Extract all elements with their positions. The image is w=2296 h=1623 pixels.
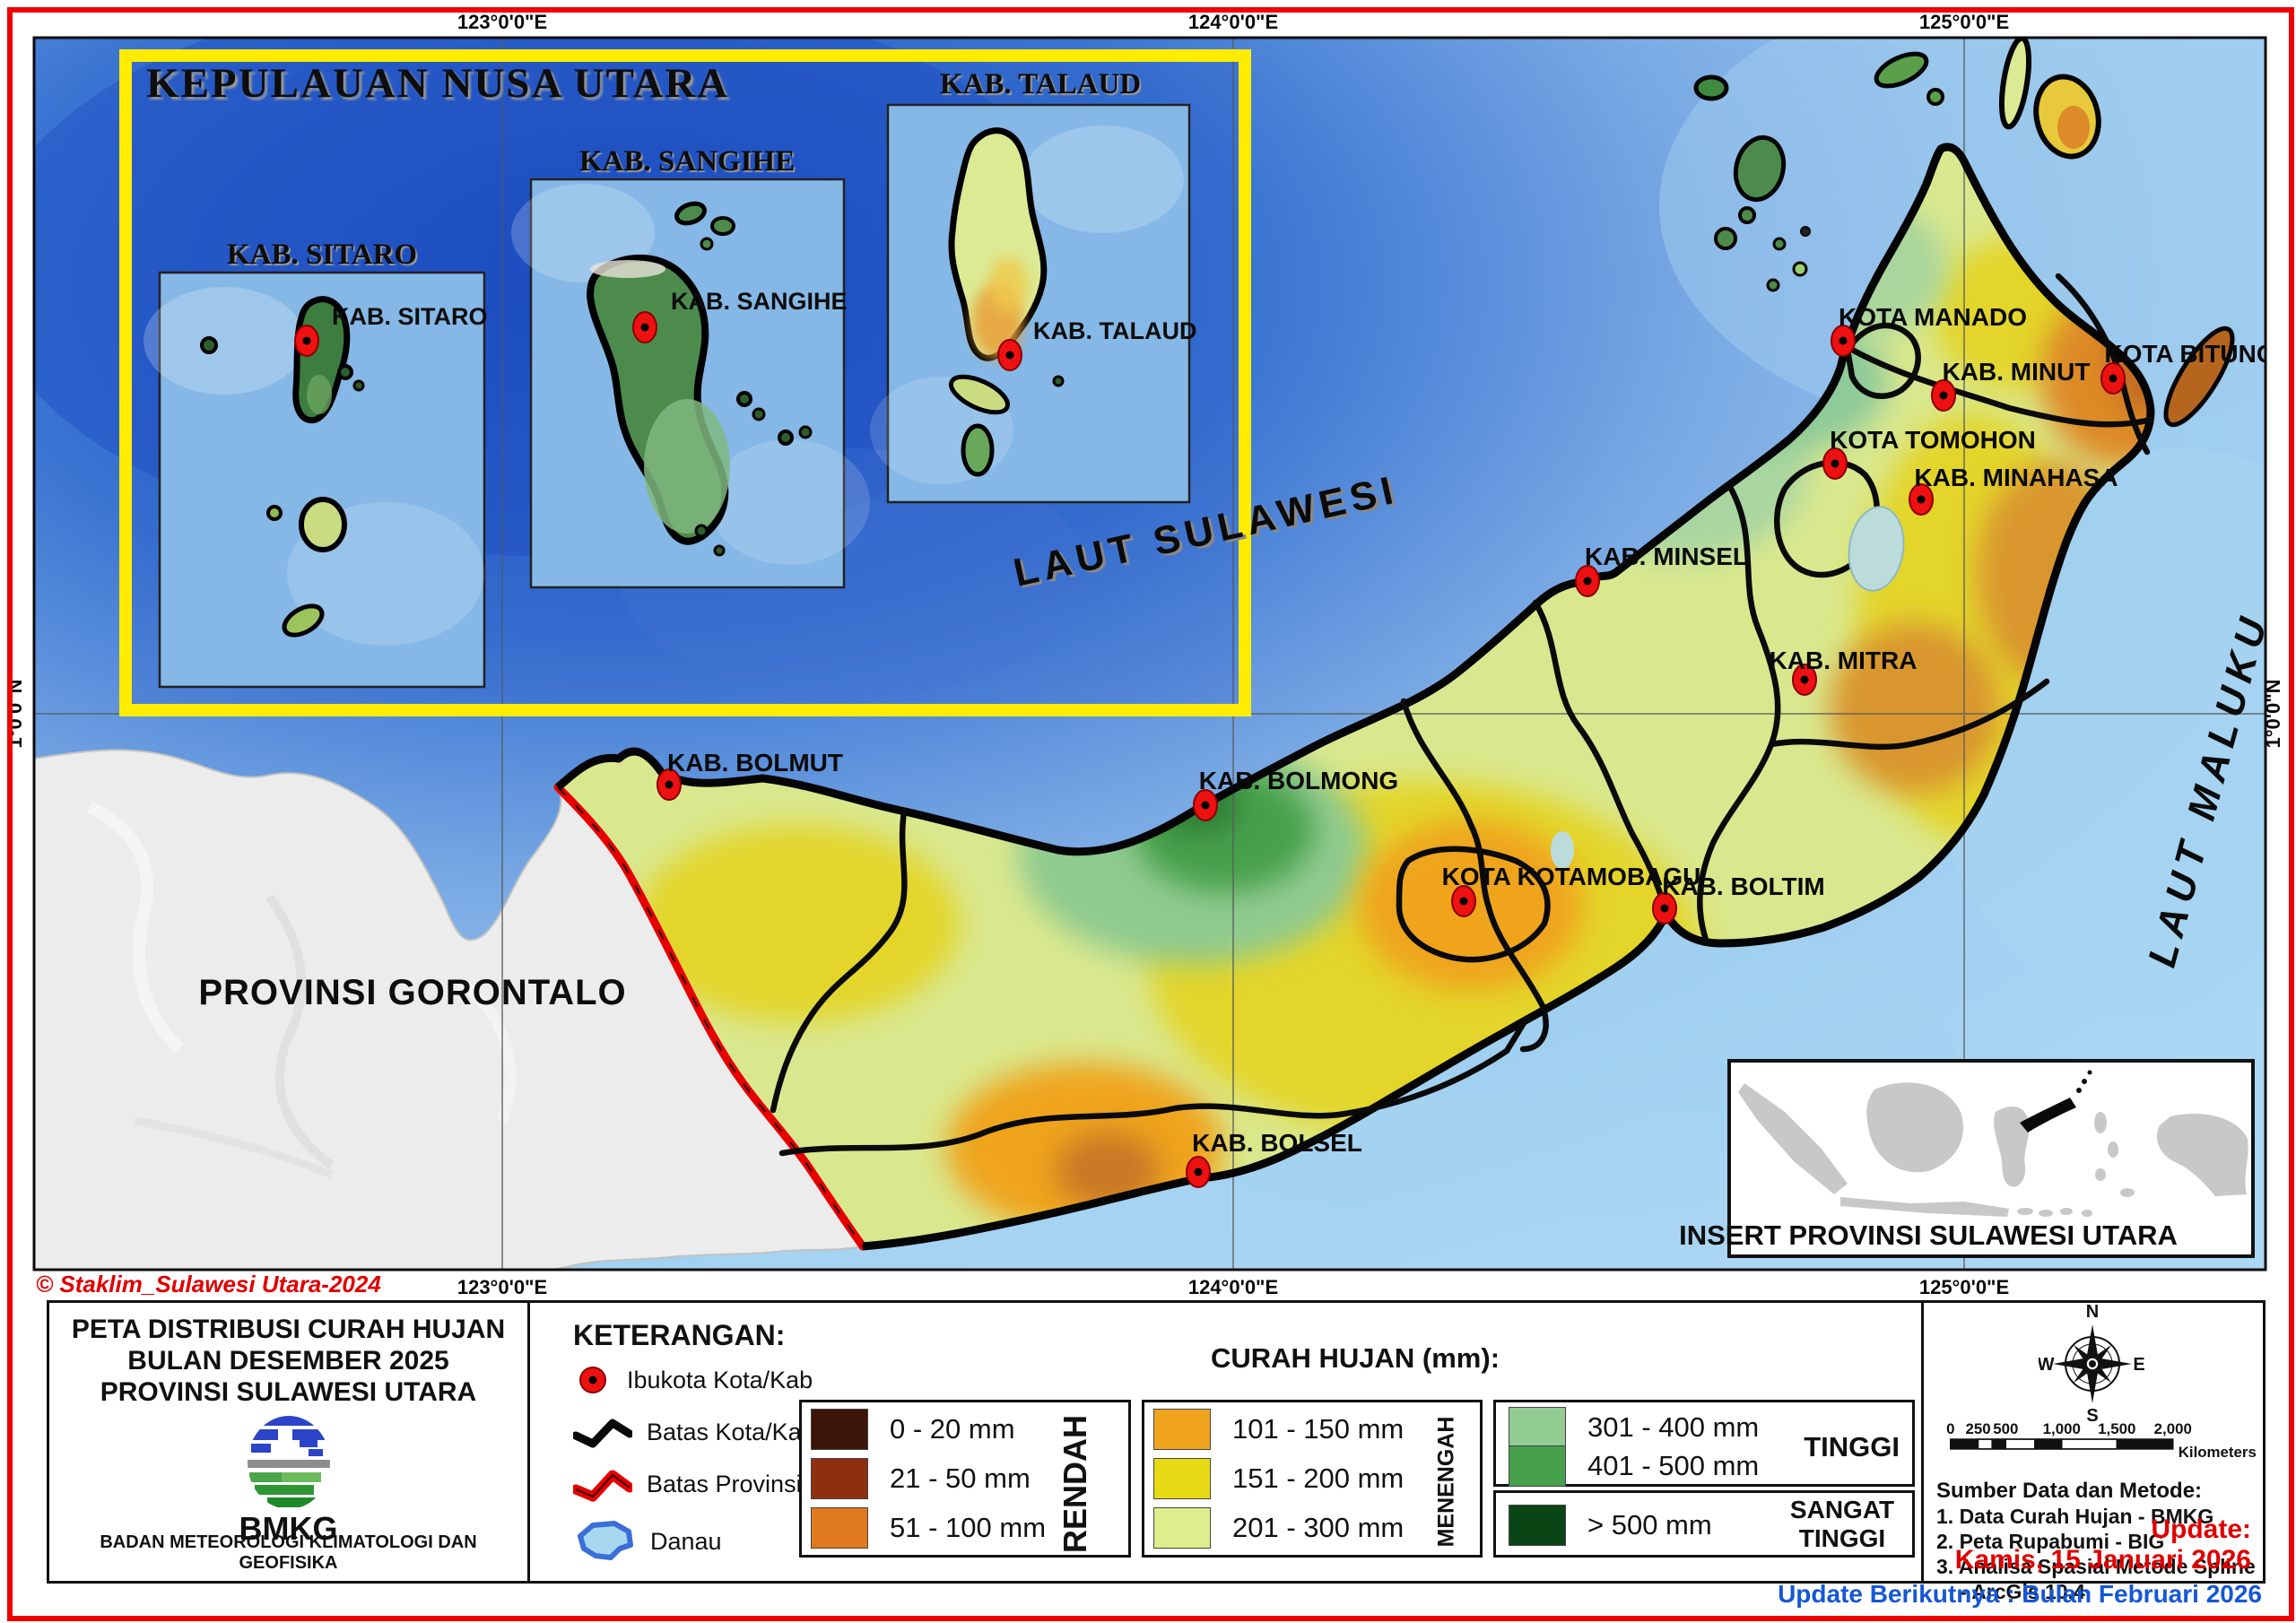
label-tomohon: KOTA TOMOHON xyxy=(1830,426,2036,454)
inset-sangihe: KAB. SANGIHE KAB. SANGIHE xyxy=(511,145,870,589)
bmkg-logo-icon xyxy=(247,1416,330,1507)
inset-sitaro-capital-label: KAB. SITARO xyxy=(332,303,488,330)
label-minsel: KAB. MINSEL xyxy=(1585,542,1748,570)
svg-text:123°0'0"E: 123°0'0"E xyxy=(457,1276,547,1298)
swatch xyxy=(811,1507,868,1549)
inset-sangihe-title: KAB. SANGIHE xyxy=(579,145,795,178)
nusa-utara-title: KEPULAUAN NUSA UTARA xyxy=(146,60,729,107)
inset-sangihe-capital-label: KAB. SANGIHE xyxy=(671,288,848,315)
info-section: N S W E 0 250 500 1,000 1,500 2,000 xyxy=(1921,1303,2260,1603)
swatch xyxy=(1509,1505,1566,1546)
legend-group-rendah: 0 - 20 mm 21 - 50 mm 51 - 100 mm RENDAH xyxy=(799,1400,1131,1558)
inset-sitaro-title: KAB. SITARO xyxy=(227,239,417,271)
scale-unit: Kilometers xyxy=(2179,1444,2257,1461)
svg-text:125°0'0"E: 125°0'0"E xyxy=(1919,11,2009,33)
svg-text:124°0'0"E: 124°0'0"E xyxy=(1188,1276,1278,1298)
copyright: © Staklim_Sulawesi Utara-2024 xyxy=(36,1271,381,1298)
svg-text:123°0'0"E: 123°0'0"E xyxy=(457,11,547,33)
legend-group-sangat-tinggi: > 500 mm SANGAT TINGGI xyxy=(1493,1490,1915,1558)
legend-item-batas-provinsi: Batas Provinsi xyxy=(573,1466,802,1502)
agency-name: BADAN METEOROLOGI KLIMATOLOGI DAN GEOFIS… xyxy=(100,1532,477,1573)
category-tinggi: TINGGI xyxy=(1804,1431,1900,1462)
lembeh-island xyxy=(2163,325,2235,428)
svg-text:125°0'0"E: 125°0'0"E xyxy=(1919,1276,2009,1298)
label-bolsel: KAB. BOLSEL xyxy=(1192,1129,1362,1157)
svg-text:2,000: 2,000 xyxy=(2154,1420,2192,1437)
graticule-labels: 123°0'0"E 124°0'0"E 125°0'0"E 123°0'0"E … xyxy=(4,11,2284,1298)
label-boltim: KAB. BOLTIM xyxy=(1662,872,1824,900)
label-bolmong: KAB. BOLMONG xyxy=(1199,767,1398,794)
lake-moat xyxy=(1551,831,1574,869)
insert-map-label: INSERT PROVINSI SULAWESI UTARA xyxy=(1679,1219,2178,1251)
svg-text:W: W xyxy=(2039,1355,2055,1375)
svg-text:500: 500 xyxy=(1993,1420,2018,1437)
svg-text:124°0'0"E: 124°0'0"E xyxy=(1188,11,1278,33)
svg-text:E: E xyxy=(2133,1355,2144,1375)
map-frame xyxy=(32,36,2267,1271)
legend-item-ibukota: Ibukota Kota/Kab xyxy=(573,1362,813,1398)
category-rendah: RENDAH xyxy=(1056,1414,1093,1554)
inset-talaud-title: KAB. TALAUD xyxy=(940,68,1141,100)
swatch xyxy=(1153,1458,1211,1499)
gorontalo-label: PROVINSI GORONTALO xyxy=(198,973,626,1012)
svg-text:S: S xyxy=(2086,1406,2098,1423)
title-section: PETA DISTRIBUSI CURAH HUJAN BULAN DESEMB… xyxy=(49,1303,527,1581)
legend-group-menengah: 101 - 150 mm 151 - 200 mm 201 - 300 mm M… xyxy=(1142,1400,1483,1558)
city-marker-icon xyxy=(579,1367,606,1393)
svg-text:N: N xyxy=(2086,1305,2099,1322)
bmkg-wordmark: BMKG xyxy=(239,1510,338,1547)
city-labels: KOTA MANADO KAB. MINUT KOTA BITUNG KOTA … xyxy=(667,303,2275,1157)
info-panel: PETA DISTRIBUSI CURAH HUJAN BULAN DESEMB… xyxy=(47,1300,2266,1603)
label-kotamobagu: KOTA KOTAMOBAGU xyxy=(1442,863,1701,890)
keterangan-heading: KETERANGAN: xyxy=(573,1319,786,1351)
svg-text:1,500: 1,500 xyxy=(2098,1420,2135,1437)
label-mitra: KAB. MITRA xyxy=(1770,647,1918,674)
label-minut: KAB. MINUT xyxy=(1943,358,2091,386)
inset-sitaro: KAB. SITARO KAB. SITARO xyxy=(144,239,488,689)
inset-talaud-capital-label: KAB. TALAUD xyxy=(1033,317,1196,344)
label-bitung: KOTA BITUNG xyxy=(2104,340,2275,368)
category-menengah: MENENGAH xyxy=(1433,1416,1459,1548)
swatch xyxy=(1153,1507,1211,1549)
legend-item-batas-kota: Batas Kota/Kab xyxy=(573,1414,815,1450)
legend-section: KETERANGAN: Ibukota Kota/Kab Batas Kota/… xyxy=(527,1303,1921,1581)
legend-group-tinggi: 301 - 400 mm 401 - 500 mm TINGGI xyxy=(1493,1400,1915,1487)
offshore-islands xyxy=(1693,38,2235,428)
insert-indonesia-map: INSERT PROVINSI SULAWESI UTARA xyxy=(1679,1059,2255,1258)
svg-text:1°0'0"N: 1°0'0"N xyxy=(2262,679,2284,748)
svg-text:1°0'0"N: 1°0'0"N xyxy=(4,679,26,748)
map-title: PETA DISTRIBUSI CURAH HUJAN BULAN DESEMB… xyxy=(71,1315,506,1407)
swatch xyxy=(1509,1407,1566,1448)
swatch xyxy=(1509,1445,1566,1487)
kabaruan-island xyxy=(961,423,995,477)
data-sources: Sumber Data dan Metode: 1. Data Curah Hu… xyxy=(1936,1479,2256,1603)
svg-text:250: 250 xyxy=(1965,1420,1990,1437)
gorontalo-relief xyxy=(86,801,516,1179)
next-update-note: Update Berikutnya : Bulan Februari 2026 xyxy=(1778,1580,2262,1608)
salibabu-island xyxy=(949,374,1010,415)
update-info: Update: Kamis, 15 Januari 2026 xyxy=(1954,1515,2251,1575)
lake-icon xyxy=(578,1521,633,1560)
category-sangat-tinggi: SANGAT TINGGI xyxy=(1789,1496,1895,1552)
label-manado: KOTA MANADO xyxy=(1839,303,2027,331)
compass-rose-icon: N S W E xyxy=(2039,1305,2145,1423)
district-boundary-icon xyxy=(573,1419,632,1448)
lake-tondano xyxy=(1848,506,1905,592)
label-bolmut: KAB. BOLMUT xyxy=(667,749,843,777)
label-minahasa: KAB. MINAHASA xyxy=(1914,464,2118,491)
tagulandang-island xyxy=(299,497,347,552)
swatch xyxy=(1153,1409,1211,1450)
curah-hujan-heading: CURAH HUJAN (mm): xyxy=(1210,1342,1500,1374)
scale-bar: 0 250 500 1,000 1,500 2,000 Kilometers xyxy=(1946,1420,2257,1461)
province-boundary-icon xyxy=(573,1470,632,1502)
svg-text:0: 0 xyxy=(1946,1420,1954,1437)
legend-item-danau: Danau xyxy=(573,1518,722,1565)
swatch xyxy=(811,1409,868,1450)
swatch xyxy=(811,1458,868,1499)
biaro-island xyxy=(282,603,325,638)
inset-talaud: KAB. TALAUD KAB. TALAUD xyxy=(870,68,1196,504)
svg-text:1,000: 1,000 xyxy=(2043,1420,2081,1437)
